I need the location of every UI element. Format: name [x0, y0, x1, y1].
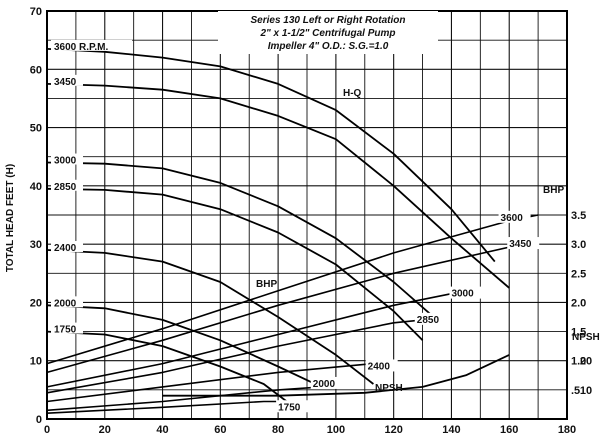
npsh-curve	[162, 354, 510, 397]
head-curve	[46, 83, 510, 289]
bhp-end-label-bg	[507, 237, 540, 250]
labels: 0 20 40 60 80 100 120 140 160 180 0 10 20 30 40 50 60 70.…	[30, 6, 592, 436]
title-line-2: 2" x 1-1/2" Centrifugal Pump	[259, 28, 395, 39]
rpm-label-bg	[51, 39, 132, 51]
rpm-label-bg	[51, 296, 83, 308]
bhp-end-label: 2850	[417, 315, 440, 326]
rpm-label: 2000	[54, 298, 77, 309]
npsh-tick-label: 10	[580, 385, 592, 397]
y-tick-label: 20	[30, 297, 42, 309]
y-tick-label: 60	[30, 64, 42, 76]
rpm-label-bg	[51, 322, 83, 334]
y-tick-label: 70	[30, 6, 42, 18]
y-tick-label: 40	[30, 181, 42, 193]
head-curve	[46, 48, 496, 263]
x-tick-label: 60	[214, 424, 226, 436]
bhp-end-label-bg	[414, 312, 447, 325]
x-tick-label: 180	[558, 424, 576, 436]
rpm-label: 3600 R.P.M.	[54, 42, 109, 53]
bhp-tick-label: 3.0	[571, 239, 586, 251]
y-tick-label: 0	[36, 414, 42, 426]
bhp-end-label: 2400	[368, 361, 391, 372]
bhp-end-label: 2000	[313, 379, 336, 390]
rpm-label-bg	[51, 74, 83, 86]
bhp-tick-label: 2.5	[571, 268, 586, 280]
bhp-label: BHP	[256, 279, 277, 290]
npsh-tick-label: 20	[580, 356, 592, 368]
bhp-curve	[46, 319, 423, 394]
x-tick-label: 20	[99, 424, 111, 436]
head-curve	[46, 161, 438, 321]
rpm-label: 2850	[54, 182, 77, 193]
y-tick-label: 30	[30, 239, 42, 251]
title-box	[218, 11, 438, 54]
rpm-label: 2400	[54, 243, 77, 254]
bhp-end-label: 1750	[278, 402, 301, 413]
rpm-label-bg	[51, 179, 83, 191]
x-tick-label: 40	[156, 424, 168, 436]
bhp-end-label: 3600	[501, 213, 524, 224]
hq-label: H-Q	[343, 88, 362, 99]
bhp-curve	[46, 400, 287, 414]
bhp-tick-label: 3.5	[571, 210, 586, 222]
title-line-3: Impeller 4" O.D.: S.G.=1.0	[268, 41, 389, 52]
npsh-label: NPSH	[375, 383, 403, 394]
bhp-tick-label: .5	[571, 385, 580, 397]
bhp-end-label-bg	[310, 376, 343, 389]
grid	[46, 10, 568, 420]
x-tick-label: 0	[44, 424, 50, 436]
bhp-end-label-bg	[365, 359, 398, 372]
bhp-tick-label: 2.0	[571, 297, 586, 309]
rpm-label: 1750	[54, 325, 77, 336]
x-tick-label: 100	[327, 424, 345, 436]
bhp-curve	[46, 362, 374, 403]
y-tick-label: 10	[30, 356, 42, 368]
head-curve	[46, 249, 374, 385]
bhp-end-label: 3450	[509, 239, 532, 250]
bhp-axis-label: BHP	[543, 185, 564, 196]
head-curve	[46, 187, 424, 341]
bhp-curve	[46, 292, 452, 388]
bhp-curve	[46, 243, 524, 374]
x-tick-label: 80	[272, 424, 284, 436]
rpm-label: 3000	[54, 156, 77, 167]
y-tick-label: 50	[30, 123, 42, 135]
bhp-end-label-bg	[498, 210, 531, 223]
x-tick-label: 140	[442, 424, 460, 436]
bhp-end-label-bg	[276, 400, 309, 413]
x-tick-label: 120	[384, 424, 402, 436]
rpm-label-bg	[51, 153, 83, 165]
bhp-end-label-bg	[449, 286, 482, 299]
curves	[46, 48, 539, 414]
rpm-label: 3450	[54, 77, 77, 88]
rpm-label-bg	[51, 240, 83, 252]
npsh-axis-label: NPSH	[572, 332, 600, 343]
bhp-end-label: 3000	[451, 289, 474, 300]
title-line-1: Series 130 Left or Right Rotation	[250, 15, 405, 26]
x-tick-label: 160	[500, 424, 518, 436]
bhp-tick-label: 1.0	[571, 356, 586, 368]
bhp-tick-label: 1.5	[571, 327, 586, 339]
head-curve	[46, 304, 322, 388]
y-axis-label: TOTAL HEAD FEET (H)	[5, 164, 16, 272]
